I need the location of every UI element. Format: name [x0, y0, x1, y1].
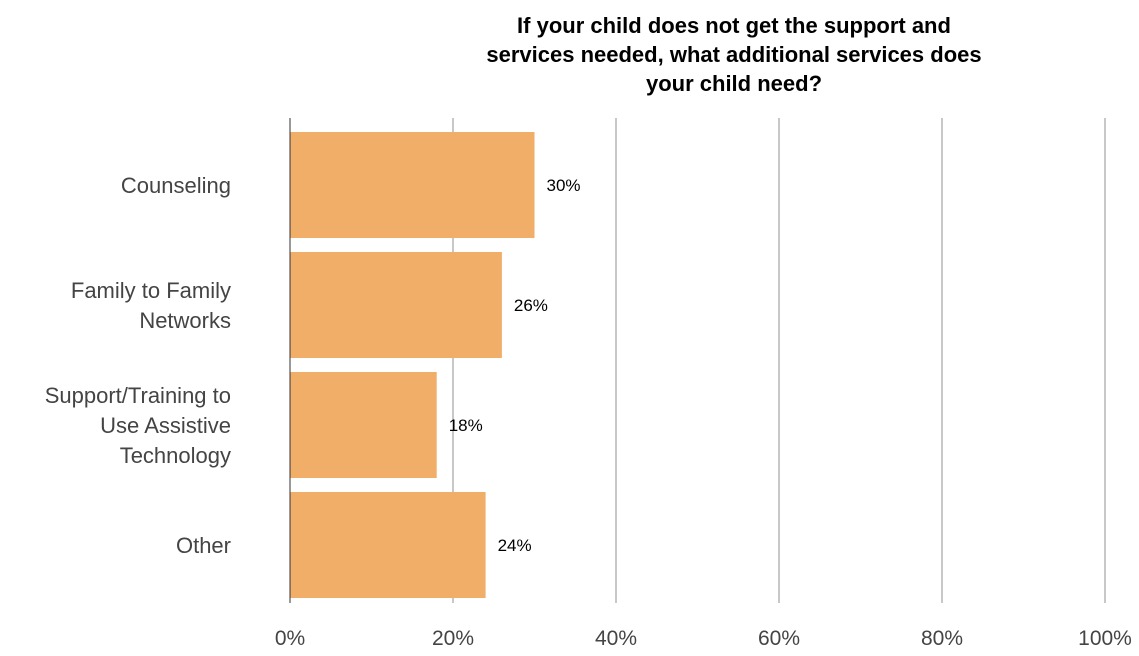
- category-labels: Counseling Family to Family Networks Suppor…: [45, 173, 231, 558]
- category-label: Technology: [120, 443, 231, 468]
- x-tick-label: 20%: [432, 627, 474, 650]
- chart-title-line: services needed, what additional service…: [486, 42, 981, 67]
- bars: [290, 132, 535, 598]
- chart-title: If your child does not get the support a…: [486, 13, 981, 96]
- chart-title-line: your child need?: [646, 71, 822, 96]
- x-tick-label: 60%: [758, 627, 800, 650]
- bar: [290, 372, 437, 478]
- category-label: Family to Family: [71, 278, 231, 303]
- x-tick-label: 40%: [595, 627, 637, 650]
- x-tick-label: 0%: [275, 627, 305, 650]
- data-labels: 30% 26% 18% 24%: [449, 176, 581, 555]
- data-label: 26%: [514, 296, 548, 315]
- category-label: Use Assistive: [100, 413, 231, 438]
- x-tick-labels: 0% 20% 40% 60% 80% 100%: [275, 627, 1132, 650]
- data-label: 30%: [547, 176, 581, 195]
- category-label: Counseling: [121, 173, 231, 198]
- category-label: Other: [176, 533, 231, 558]
- bar: [290, 132, 535, 238]
- x-tick-label: 80%: [921, 627, 963, 650]
- x-tick-label: 100%: [1078, 627, 1132, 650]
- bar: [290, 252, 502, 358]
- chart-title-line: If your child does not get the support a…: [517, 13, 951, 38]
- category-label: Networks: [139, 308, 231, 333]
- bar: [290, 492, 486, 598]
- data-label: 18%: [449, 416, 483, 435]
- category-label: Support/Training to: [45, 383, 231, 408]
- data-label: 24%: [498, 536, 532, 555]
